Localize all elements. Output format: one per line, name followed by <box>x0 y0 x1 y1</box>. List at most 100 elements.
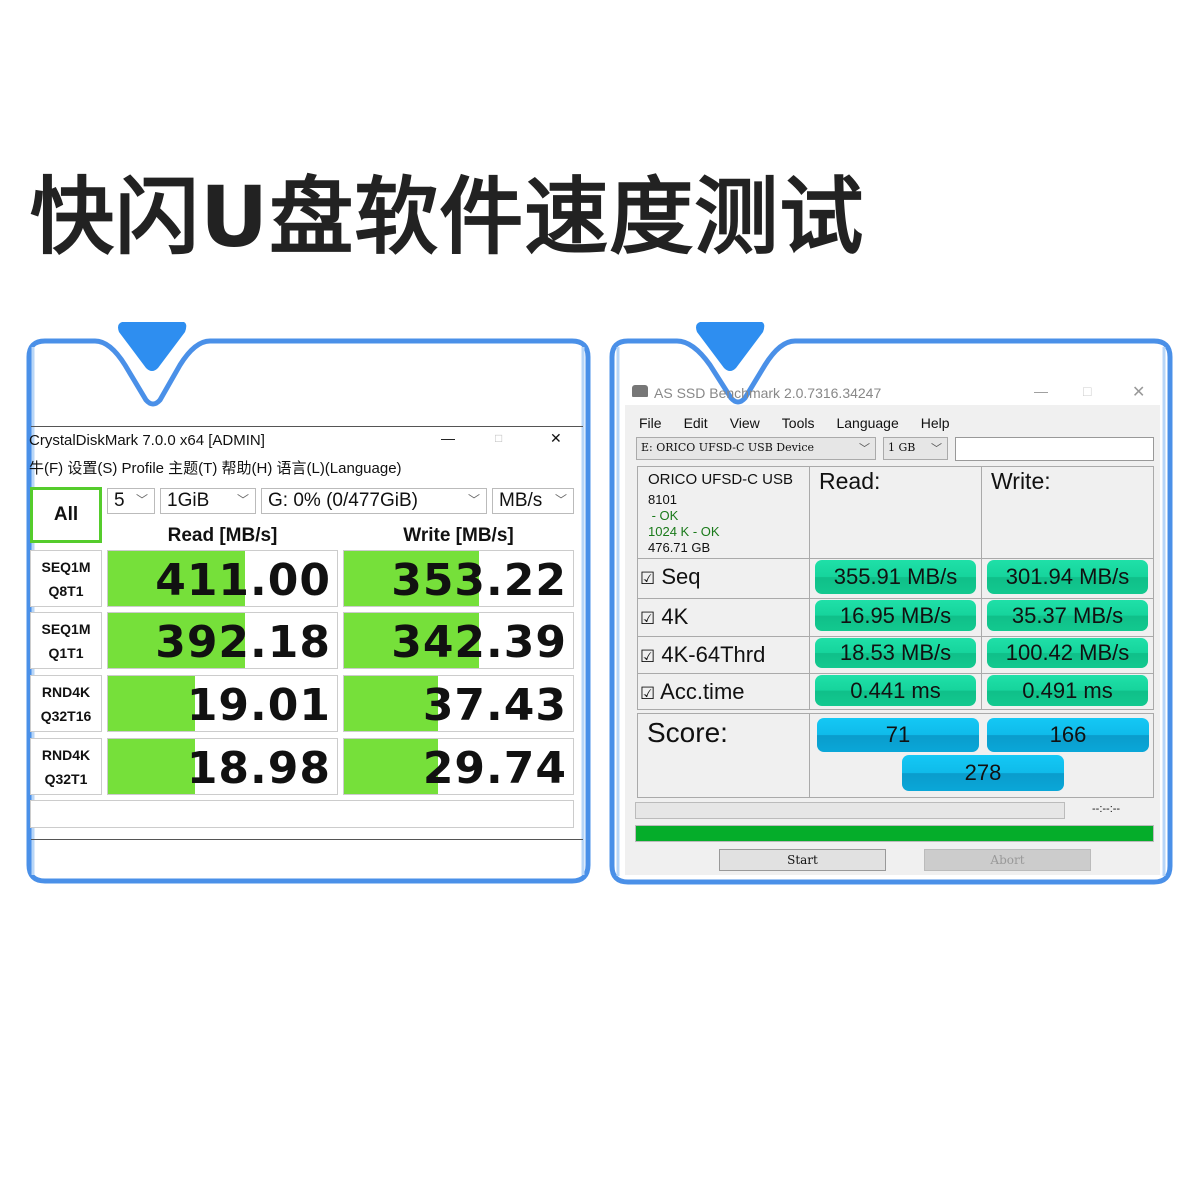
write-header: Write: <box>991 468 1051 494</box>
minimize-button[interactable]: — <box>1034 383 1048 399</box>
minimize-button[interactable]: — <box>441 430 455 446</box>
menu-language[interactable]: Language <box>836 415 899 431</box>
write-header: Write [MB/s] <box>403 525 514 546</box>
read-bar <box>108 613 246 668</box>
test-params: Q32T1 <box>44 771 88 787</box>
right-pointer-icon <box>696 322 765 371</box>
elapsed-time: --:--:-- <box>1092 803 1121 815</box>
menu-help[interactable]: Help <box>920 415 950 431</box>
drive-value: G: 0% (0/477GiB) <box>268 490 418 511</box>
all-button[interactable]: All <box>30 487 102 543</box>
score-label: Score: <box>647 717 728 748</box>
read-bar <box>108 551 246 606</box>
chevron-down-icon: ﹀ <box>467 493 480 507</box>
test-checkbox[interactable]: ☑ Acc.time <box>640 679 745 705</box>
test-checkbox[interactable]: ☑ 4K <box>640 604 688 630</box>
write-result: 37.43 <box>343 675 574 732</box>
read-result: 355.91 MB/s <box>815 560 976 594</box>
test-params: Q32T16 <box>40 708 92 724</box>
alignment-ok: 1024 K - OK <box>648 524 720 539</box>
maximize-button[interactable]: □ <box>495 431 503 445</box>
chevron-down-icon: ﹀ <box>236 493 249 507</box>
test-button[interactable]: SEQ1M Q8T1 <box>30 550 102 607</box>
write-result: 353.22 <box>343 550 574 607</box>
page-headline: 快闪U盘软件速度测试 <box>30 168 865 266</box>
checkbox-icon: ☑ <box>640 684 656 703</box>
capacity: 476.71 GB <box>648 540 711 555</box>
test-checkbox[interactable]: ☑ 4K-64Thrd <box>640 642 765 668</box>
close-button[interactable]: ✕ <box>550 430 562 446</box>
write-value: 353.22 <box>391 555 567 606</box>
read-result: 392.18 <box>107 612 338 669</box>
chevron-down-icon: ﹀ <box>931 442 942 455</box>
drive-select[interactable]: G: 0% (0/477GiB) ﹀ <box>261 488 487 514</box>
unit-value: MB/s <box>499 490 543 511</box>
close-button[interactable]: ✕ <box>1132 384 1146 401</box>
disk-icon <box>632 385 648 397</box>
drive-value: E: ORICO UFSD-C USB Device <box>641 441 815 454</box>
read-header: Read [MB/s] <box>167 525 278 546</box>
test-button[interactable]: RND4K Q32T16 <box>30 675 102 732</box>
checkbox-icon: ☑ <box>640 609 656 628</box>
write-bar <box>344 739 438 794</box>
right-frame <box>609 338 1173 885</box>
maximize-button[interactable]: □ <box>1083 383 1092 399</box>
read-result: 0.441 ms <box>815 675 976 706</box>
write-value: 29.74 <box>422 743 567 794</box>
checkbox-icon: ☑ <box>640 647 656 666</box>
write-result: 100.42 MB/s <box>987 638 1148 668</box>
test-params: Q1T1 <box>48 645 84 661</box>
test-label: 4K-64Thrd <box>661 642 766 667</box>
window-title: AS SSD Benchmark 2.0.7316.34247 <box>654 385 882 401</box>
test-label: 4K <box>661 604 689 629</box>
chevron-down-icon: ﹀ <box>135 493 148 507</box>
checkbox-icon: ☑ <box>640 569 656 588</box>
read-header: Read: <box>819 468 881 494</box>
test-button[interactable]: RND4K Q32T1 <box>30 738 102 795</box>
overall-progress-bar <box>635 825 1154 842</box>
size-select[interactable]: 1 GB ﹀ <box>883 437 948 460</box>
write-bar <box>344 676 438 731</box>
test-name: SEQ1M <box>41 621 91 637</box>
score-write: 166 <box>987 718 1149 752</box>
test-progress-bar <box>635 802 1065 819</box>
write-bar <box>344 613 480 668</box>
menu-file[interactable]: File <box>639 415 662 431</box>
read-result: 16.95 MB/s <box>815 600 976 631</box>
size-value: 1 GB <box>888 441 916 454</box>
write-result: 29.74 <box>343 738 574 795</box>
read-bar <box>108 676 196 731</box>
device-name: ORICO UFSD-C USB <box>648 471 794 488</box>
write-bar <box>344 551 480 606</box>
test-label: Seq <box>661 564 701 589</box>
start-button[interactable]: Start <box>719 849 886 871</box>
read-bar <box>108 739 196 794</box>
menu-view[interactable]: View <box>729 415 760 431</box>
drive-select[interactable]: E: ORICO UFSD-C USB Device ﹀ <box>636 437 876 460</box>
unit-select[interactable]: MB/s ﹀ <box>492 488 574 514</box>
comment-field[interactable] <box>30 800 574 828</box>
menu-bar: File Edit View Tools Language Help <box>639 415 950 431</box>
abort-button[interactable]: Abort <box>924 849 1091 871</box>
test-name: RND4K <box>41 747 91 763</box>
text-field[interactable] <box>955 437 1154 461</box>
read-value: 18.98 <box>186 743 331 794</box>
status-ok: - OK <box>648 508 679 523</box>
menu-tools[interactable]: Tools <box>781 415 815 431</box>
menu-edit[interactable]: Edit <box>683 415 708 431</box>
count-value: 5 <box>114 490 125 511</box>
menu-bar[interactable]: 牛(F) 设置(S) Profile 主题(T) 帮助(H) 语言(L)(Lan… <box>29 460 402 477</box>
size-value: 1GiB <box>167 490 210 511</box>
write-value: 37.43 <box>422 680 567 731</box>
size-select[interactable]: 1GiB ﹀ <box>160 488 256 514</box>
write-result: 301.94 MB/s <box>987 560 1148 594</box>
test-checkbox[interactable]: ☑ Seq <box>640 564 701 590</box>
read-result: 19.01 <box>107 675 338 732</box>
test-label: Acc.time <box>660 679 745 704</box>
read-value: 19.01 <box>186 680 331 731</box>
count-select[interactable]: 5 ﹀ <box>107 488 155 514</box>
test-button[interactable]: SEQ1M Q1T1 <box>30 612 102 669</box>
score-total: 278 <box>902 755 1064 791</box>
write-result: 35.37 MB/s <box>987 600 1148 631</box>
